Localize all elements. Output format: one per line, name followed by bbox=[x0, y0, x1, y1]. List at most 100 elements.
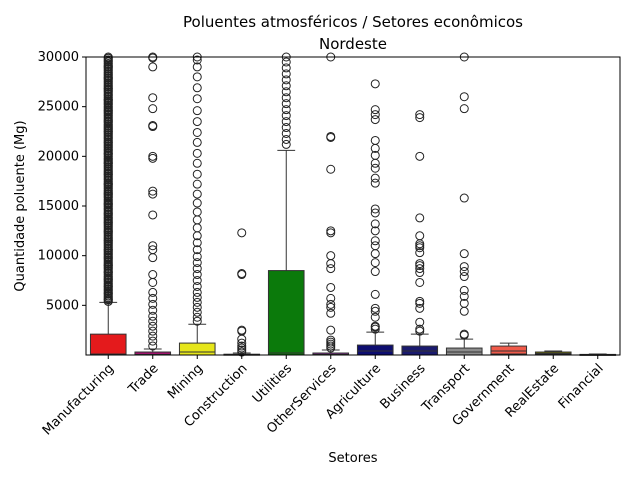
outlier-point bbox=[237, 228, 247, 238]
outlier-point bbox=[148, 299, 158, 309]
outlier-point bbox=[148, 293, 158, 303]
outlier-point bbox=[326, 226, 336, 236]
outlier-point bbox=[192, 270, 202, 280]
outlier-point bbox=[192, 276, 202, 285]
y-tick-label: 15000 bbox=[38, 199, 79, 214]
outlier-point bbox=[370, 258, 380, 268]
chart-title: Poluentes atmosféricos / Setores econômi… bbox=[183, 13, 523, 31]
outlier-point bbox=[192, 258, 202, 268]
x-tick-label: Mining bbox=[165, 361, 206, 402]
plot-frame bbox=[85, 56, 621, 356]
x-tick-label: Manufacturing bbox=[40, 361, 117, 438]
outlier-point bbox=[370, 219, 380, 229]
outlier-point bbox=[370, 249, 380, 259]
outlier-point bbox=[370, 236, 380, 246]
outlier-point bbox=[192, 158, 202, 168]
box-agriculture bbox=[356, 79, 394, 356]
outlier-point bbox=[459, 92, 469, 102]
outlier-point bbox=[459, 291, 469, 301]
outlier-point bbox=[326, 251, 336, 261]
outlier-point bbox=[281, 63, 291, 73]
outlier-point bbox=[148, 210, 158, 220]
outlier-point bbox=[370, 303, 380, 313]
outlier-point bbox=[415, 296, 425, 306]
outlier-point bbox=[192, 207, 202, 217]
y-axis: 5000 10000 15000 20000 25000 30000 bbox=[38, 50, 86, 313]
outlier-point bbox=[148, 287, 158, 297]
outlier-point bbox=[148, 305, 158, 315]
x-tick-label: Trade bbox=[125, 361, 161, 397]
x-tick-label: Utilities bbox=[250, 361, 295, 406]
outlier-point bbox=[281, 134, 291, 144]
outlier-point bbox=[281, 123, 291, 133]
outlier-point bbox=[192, 94, 202, 104]
outlier-point bbox=[370, 289, 380, 299]
outlier-point bbox=[415, 110, 425, 120]
outlier-point bbox=[237, 269, 247, 279]
outlier-point bbox=[326, 335, 336, 345]
outlier-point bbox=[326, 264, 336, 274]
outlier-point bbox=[192, 72, 202, 82]
box-iqr bbox=[89, 333, 127, 356]
outlier-point bbox=[148, 253, 158, 263]
outlier-point bbox=[415, 213, 425, 223]
outlier-point bbox=[192, 312, 202, 322]
outlier-point bbox=[192, 287, 202, 297]
outlier-point bbox=[148, 321, 158, 331]
outlier-point bbox=[370, 173, 380, 183]
outlier-point bbox=[459, 298, 469, 308]
outlier-point bbox=[415, 151, 425, 161]
outlier-point bbox=[192, 189, 202, 199]
outlier-point bbox=[281, 111, 291, 121]
outlier-point bbox=[192, 169, 202, 179]
outlier-point bbox=[415, 298, 425, 308]
x-axis-label: Setores bbox=[328, 451, 377, 466]
outlier-point bbox=[148, 270, 158, 280]
outlier-point bbox=[192, 307, 202, 317]
outlier-point bbox=[148, 241, 158, 251]
outlier-point bbox=[192, 117, 202, 127]
outlier-point bbox=[415, 324, 425, 334]
outlier-point bbox=[326, 164, 336, 174]
outlier-point bbox=[415, 317, 425, 327]
outlier-point bbox=[148, 245, 158, 255]
outlier-point bbox=[281, 75, 291, 85]
outlier-point bbox=[192, 264, 202, 274]
outlier-point bbox=[148, 151, 158, 161]
outlier-point bbox=[148, 93, 158, 103]
outlier-point bbox=[192, 223, 202, 233]
outlier-point bbox=[370, 135, 380, 145]
outlier-point bbox=[415, 231, 425, 241]
outlier-point bbox=[459, 262, 469, 272]
outlier-point bbox=[370, 178, 380, 188]
outlier-point bbox=[148, 104, 158, 114]
outlier-point bbox=[415, 268, 425, 278]
outlier-point bbox=[192, 302, 202, 312]
box-iqr bbox=[267, 270, 305, 356]
outlier-point bbox=[459, 193, 469, 203]
outlier-point bbox=[370, 158, 380, 168]
outlier-dense-manufacturing bbox=[103, 53, 113, 306]
y-tick-label: 5000 bbox=[46, 298, 79, 313]
box-iqr bbox=[490, 345, 528, 355]
outlier-point bbox=[326, 228, 336, 238]
outlier-point bbox=[415, 277, 425, 287]
outlier-point bbox=[370, 105, 380, 115]
outlier-point bbox=[237, 338, 247, 348]
box-mining bbox=[178, 52, 216, 356]
y-tick-label: 25000 bbox=[38, 100, 79, 115]
outlier-point bbox=[459, 272, 469, 282]
chart-subtitle: Nordeste bbox=[319, 35, 387, 53]
outlier-point bbox=[281, 139, 291, 149]
outlier-point bbox=[192, 127, 202, 137]
outlier-point bbox=[370, 204, 380, 214]
box-iqr bbox=[178, 342, 216, 356]
outlier-point bbox=[192, 238, 202, 248]
outlier-point bbox=[370, 110, 380, 120]
outlier-point bbox=[148, 341, 158, 351]
box-iqr bbox=[356, 344, 394, 356]
outlier-point bbox=[370, 306, 380, 316]
y-tick-label: 30000 bbox=[38, 50, 79, 65]
outlier-point bbox=[459, 285, 469, 295]
